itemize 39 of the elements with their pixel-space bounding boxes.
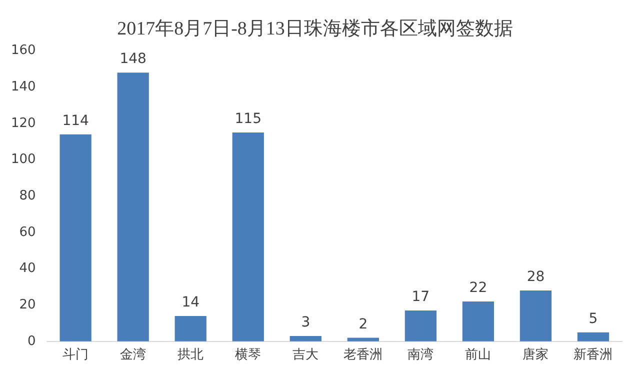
y-tick-label: 140 <box>10 80 36 94</box>
bar <box>290 336 322 342</box>
bar <box>174 316 206 342</box>
y-tick-label: 20 <box>19 297 36 312</box>
chart-title: 2017年8月7日-8月13日珠海楼市各区域网签数据 <box>117 17 513 40</box>
y-tick-label: 60 <box>19 224 36 240</box>
x-tick-label: 吉大 <box>292 348 319 363</box>
x-tick-label: 新香洲 <box>574 348 613 363</box>
y-tick-label: 40 <box>19 261 36 276</box>
bar <box>60 134 92 342</box>
bar <box>117 72 149 342</box>
x-tick-label: 横琴 <box>235 348 262 363</box>
x-tick-label: 斗门 <box>62 346 89 363</box>
bar <box>520 290 552 342</box>
bar <box>577 332 610 342</box>
x-tick-label: 拱北 <box>178 348 204 363</box>
data-label: 22 <box>469 280 488 296</box>
data-label: 148 <box>120 51 146 68</box>
x-tick-label: 前山 <box>465 348 492 363</box>
y-tick-label: 80 <box>19 188 36 204</box>
data-label: 3 <box>301 314 310 331</box>
x-tick-label: 老香洲 <box>344 348 383 363</box>
y-tick-label: 120 <box>10 116 36 131</box>
y-tick-label: 0 <box>28 334 36 349</box>
data-label: 5 <box>588 310 598 327</box>
bar <box>404 310 436 342</box>
x-tick-label: 金湾 <box>120 346 146 363</box>
data-label: 2 <box>358 316 368 332</box>
x-tick-label: 南湾 <box>408 346 434 363</box>
bar <box>462 301 494 342</box>
data-label: 28 <box>526 269 545 286</box>
data-label: 114 <box>62 112 90 129</box>
data-label: 115 <box>234 111 262 128</box>
y-tick-label: 100 <box>10 152 36 168</box>
y-tick-label: 160 <box>10 43 36 58</box>
bar <box>232 132 264 342</box>
x-tick-label: 唐家 <box>522 346 549 363</box>
data-label: 17 <box>412 289 430 306</box>
data-label: 14 <box>182 294 200 311</box>
